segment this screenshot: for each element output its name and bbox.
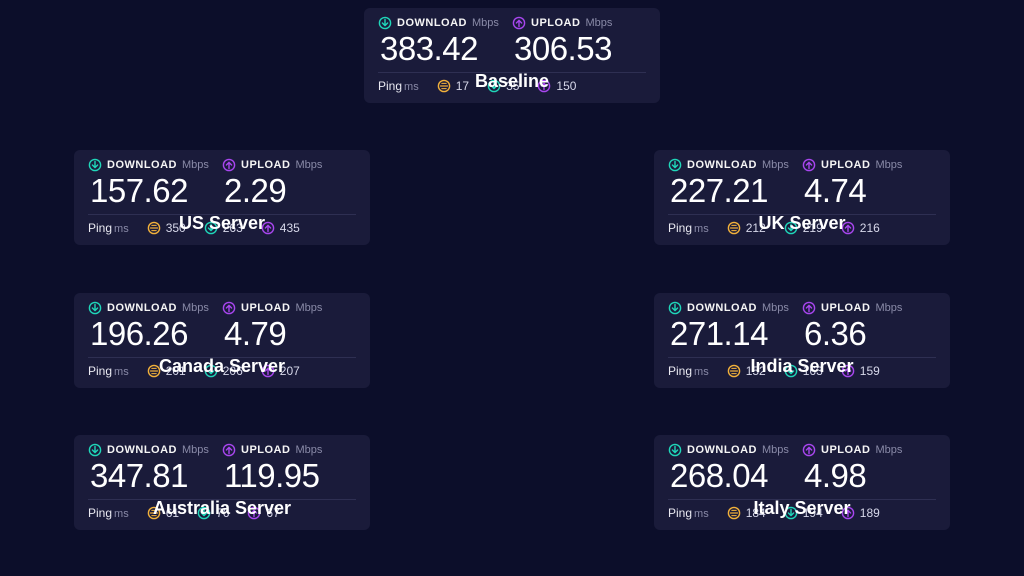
upload-icon — [222, 301, 236, 315]
upload-icon — [222, 158, 236, 172]
mbps-unit: Mbps — [182, 444, 209, 456]
card-title-india: India Server — [654, 356, 950, 377]
upload-label: UPLOAD — [821, 302, 870, 314]
card-title-us: US Server — [74, 213, 370, 234]
mbps-unit: Mbps — [295, 159, 322, 171]
download-value: 196.26 — [90, 315, 222, 353]
upload-label: UPLOAD — [241, 302, 290, 314]
upload-icon — [802, 443, 816, 457]
card-title-uk: UK Server — [654, 213, 950, 234]
card-title-baseline: Baseline — [364, 71, 660, 92]
download-value: 383.42 — [380, 30, 512, 68]
mbps-unit: Mbps — [182, 302, 209, 314]
upload-label: UPLOAD — [821, 444, 870, 456]
download-value: 271.14 — [670, 315, 802, 353]
card-title-canada: Canada Server — [74, 356, 370, 377]
mbps-unit: Mbps — [875, 444, 902, 456]
download-label: DOWNLOAD — [107, 444, 177, 456]
download-icon — [668, 158, 682, 172]
download-icon — [668, 443, 682, 457]
mbps-unit: Mbps — [762, 444, 789, 456]
upload-icon — [802, 158, 816, 172]
mbps-unit: Mbps — [762, 302, 789, 314]
upload-label: UPLOAD — [531, 17, 580, 29]
mbps-unit: Mbps — [295, 444, 322, 456]
download-value: 347.81 — [90, 457, 222, 495]
download-icon — [88, 301, 102, 315]
upload-value: 2.29 — [224, 172, 356, 210]
download-icon — [668, 301, 682, 315]
upload-label: UPLOAD — [241, 159, 290, 171]
mbps-unit: Mbps — [875, 302, 902, 314]
upload-icon — [512, 16, 526, 30]
download-value: 157.62 — [90, 172, 222, 210]
download-value: 227.21 — [670, 172, 802, 210]
download-label: DOWNLOAD — [687, 444, 757, 456]
mbps-unit: Mbps — [472, 17, 499, 29]
upload-value: 4.74 — [804, 172, 936, 210]
download-label: DOWNLOAD — [107, 302, 177, 314]
upload-icon — [222, 443, 236, 457]
upload-label: UPLOAD — [241, 444, 290, 456]
upload-icon — [802, 301, 816, 315]
download-label: DOWNLOAD — [107, 159, 177, 171]
upload-value: 119.95 — [224, 457, 356, 495]
upload-value: 306.53 — [514, 30, 646, 68]
download-icon — [88, 158, 102, 172]
mbps-unit: Mbps — [182, 159, 209, 171]
card-title-australia: Australia Server — [74, 498, 370, 519]
upload-value: 4.79 — [224, 315, 356, 353]
download-icon — [378, 16, 392, 30]
mbps-unit: Mbps — [295, 302, 322, 314]
mbps-unit: Mbps — [585, 17, 612, 29]
card-title-italy: Italy Server — [654, 498, 950, 519]
download-icon — [88, 443, 102, 457]
mbps-unit: Mbps — [875, 159, 902, 171]
download-label: DOWNLOAD — [687, 302, 757, 314]
upload-value: 4.98 — [804, 457, 936, 495]
download-value: 268.04 — [670, 457, 802, 495]
upload-value: 6.36 — [804, 315, 936, 353]
mbps-unit: Mbps — [762, 159, 789, 171]
download-label: DOWNLOAD — [397, 17, 467, 29]
download-label: DOWNLOAD — [687, 159, 757, 171]
upload-label: UPLOAD — [821, 159, 870, 171]
